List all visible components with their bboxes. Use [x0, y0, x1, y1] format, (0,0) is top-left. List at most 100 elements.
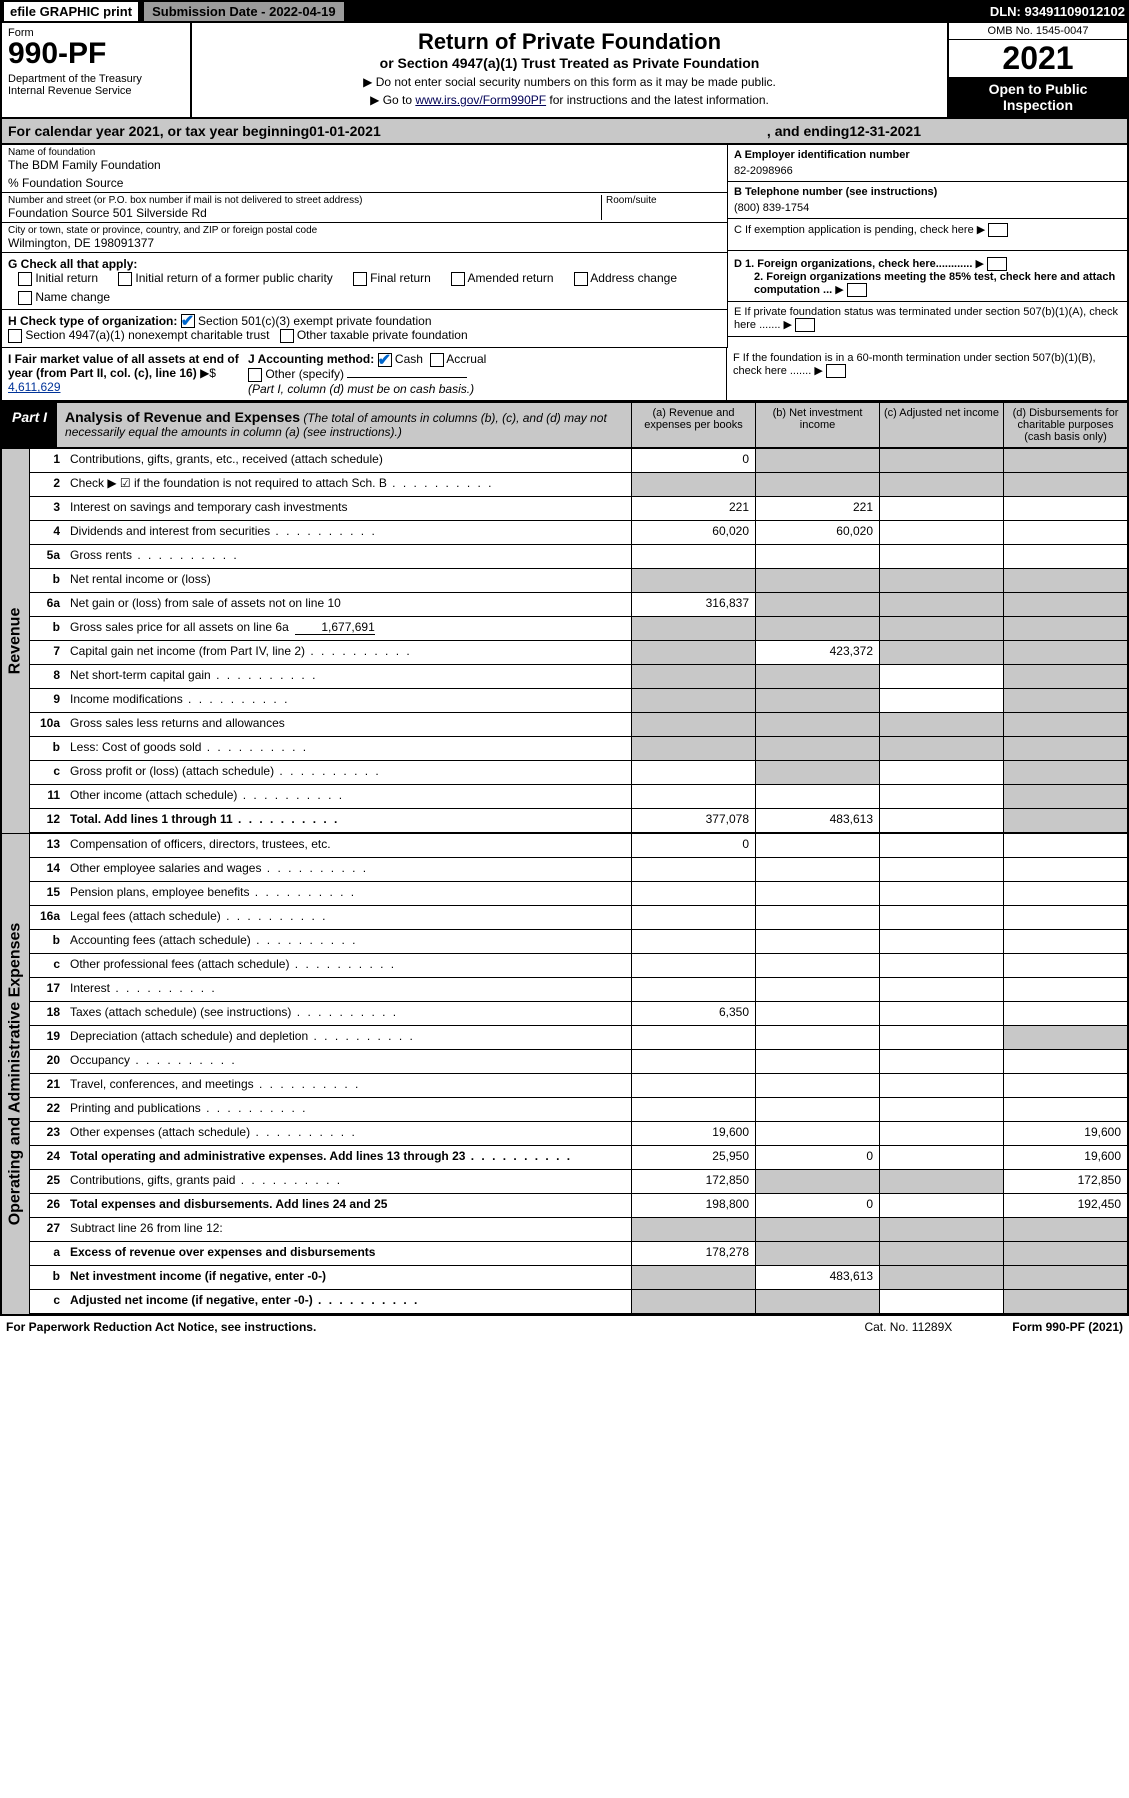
table-row: 19Depreciation (attach schedule) and dep… — [30, 1026, 1127, 1050]
c-checkbox[interactable] — [988, 223, 1008, 237]
g-initial-checkbox[interactable] — [18, 272, 32, 286]
table-row: 25Contributions, gifts, grants paid172,8… — [30, 1170, 1127, 1194]
table-row: 13Compensation of officers, directors, t… — [30, 834, 1127, 858]
top-bar: efile GRAPHIC print Submission Date - 20… — [0, 0, 1129, 23]
cell-b — [755, 617, 879, 640]
cell-d — [1003, 930, 1127, 953]
cell-d — [1003, 785, 1127, 808]
g-address-checkbox[interactable] — [574, 272, 588, 286]
row-number: b — [30, 930, 66, 953]
phone-value: (800) 839-1754 — [734, 202, 1121, 214]
cell-a — [631, 737, 755, 760]
g-check-row: G Check all that apply: Initial return I… — [2, 253, 727, 310]
cell-b — [755, 713, 879, 736]
cell-b: 483,613 — [755, 1266, 879, 1289]
cell-c — [879, 1290, 1003, 1313]
year-end: 12-31-2021 — [849, 123, 921, 139]
j-other-checkbox[interactable] — [248, 368, 262, 382]
h-4947-checkbox[interactable] — [8, 329, 22, 343]
cell-a — [631, 930, 755, 953]
cell-d: 192,450 — [1003, 1194, 1127, 1217]
d2-checkbox[interactable] — [847, 283, 867, 297]
row-number: 11 — [30, 785, 66, 808]
cell-c — [879, 809, 1003, 832]
cell-d — [1003, 1002, 1127, 1025]
cell-a — [631, 1290, 755, 1313]
irs-link[interactable]: www.irs.gov/Form990PF — [415, 93, 546, 107]
e-checkbox[interactable] — [795, 318, 815, 332]
j-cash-checkbox[interactable] — [378, 353, 392, 367]
ein-row: A Employer identification number 82-2098… — [728, 145, 1127, 182]
col-d-header: (d) Disbursements for charitable purpose… — [1003, 403, 1127, 447]
table-row: bNet investment income (if negative, ent… — [30, 1266, 1127, 1290]
cell-d — [1003, 978, 1127, 1001]
cell-d — [1003, 954, 1127, 977]
cell-a: 25,950 — [631, 1146, 755, 1169]
fmv-value[interactable]: 4,611,629 — [8, 380, 61, 394]
cell-a — [631, 665, 755, 688]
cell-d — [1003, 1242, 1127, 1265]
pra-notice: For Paperwork Reduction Act Notice, see … — [6, 1320, 316, 1334]
cell-c — [879, 834, 1003, 857]
table-row: 15Pension plans, employee benefits — [30, 882, 1127, 906]
cell-a — [631, 954, 755, 977]
cell-b — [755, 569, 879, 592]
row-number: c — [30, 761, 66, 784]
cell-d — [1003, 1074, 1127, 1097]
g-amended-checkbox[interactable] — [451, 272, 465, 286]
row-number: 25 — [30, 1170, 66, 1193]
j-accrual-checkbox[interactable] — [430, 353, 444, 367]
table-row: cAdjusted net income (if negative, enter… — [30, 1290, 1127, 1314]
row-number: 4 — [30, 521, 66, 544]
cell-c — [879, 1098, 1003, 1121]
dept-label: Department of the Treasury Internal Reve… — [8, 73, 184, 97]
h-501c3-checkbox[interactable] — [181, 314, 195, 328]
table-row: 5aGross rents — [30, 545, 1127, 569]
table-row: 12Total. Add lines 1 through 11377,07848… — [30, 809, 1127, 833]
cell-b — [755, 1074, 879, 1097]
cell-b — [755, 858, 879, 881]
f-checkbox[interactable] — [826, 364, 846, 378]
cell-d — [1003, 1290, 1127, 1313]
row-desc: Depreciation (attach schedule) and deple… — [66, 1026, 631, 1049]
row-desc: Gross profit or (loss) (attach schedule) — [66, 761, 631, 784]
table-row: 20Occupancy — [30, 1050, 1127, 1074]
cell-a: 19,600 — [631, 1122, 755, 1145]
cell-c — [879, 1026, 1003, 1049]
cell-d — [1003, 834, 1127, 857]
foundation-name-row: Name of foundation The BDM Family Founda… — [2, 145, 727, 193]
cell-a — [631, 1050, 755, 1073]
h-other-checkbox[interactable] — [280, 329, 294, 343]
cell-a — [631, 1074, 755, 1097]
calendar-year-row: For calendar year 2021, or tax year begi… — [0, 119, 1129, 145]
efile-badge[interactable]: efile GRAPHIC print — [4, 2, 138, 21]
cell-d — [1003, 545, 1127, 568]
cell-a — [631, 978, 755, 1001]
part1-title: Analysis of Revenue and Expenses (The to… — [57, 403, 631, 447]
cell-d — [1003, 882, 1127, 905]
cell-d — [1003, 593, 1127, 616]
row-number: 20 — [30, 1050, 66, 1073]
row-desc: Other employee salaries and wages — [66, 858, 631, 881]
cell-b: 423,372 — [755, 641, 879, 664]
room-label: Room/suite — [606, 195, 721, 206]
cell-d — [1003, 906, 1127, 929]
cell-a: 172,850 — [631, 1170, 755, 1193]
row-number: a — [30, 1242, 66, 1265]
table-row: 14Other employee salaries and wages — [30, 858, 1127, 882]
cell-c — [879, 1002, 1003, 1025]
year-block: OMB No. 1545-0047 2021 Open to Public In… — [947, 23, 1127, 117]
cell-c — [879, 473, 1003, 496]
cell-b — [755, 1050, 879, 1073]
cell-b — [755, 1002, 879, 1025]
row-desc: Occupancy — [66, 1050, 631, 1073]
table-row: 21Travel, conferences, and meetings — [30, 1074, 1127, 1098]
g-name-checkbox[interactable] — [18, 291, 32, 305]
row-number: b — [30, 1266, 66, 1289]
g-final-checkbox[interactable] — [353, 272, 367, 286]
g-initial-former-checkbox[interactable] — [118, 272, 132, 286]
row-desc: Net investment income (if negative, ente… — [66, 1266, 631, 1289]
d1-checkbox[interactable] — [987, 257, 1007, 271]
part1-header: Part I Analysis of Revenue and Expenses … — [2, 403, 1127, 448]
row-number: c — [30, 1290, 66, 1313]
